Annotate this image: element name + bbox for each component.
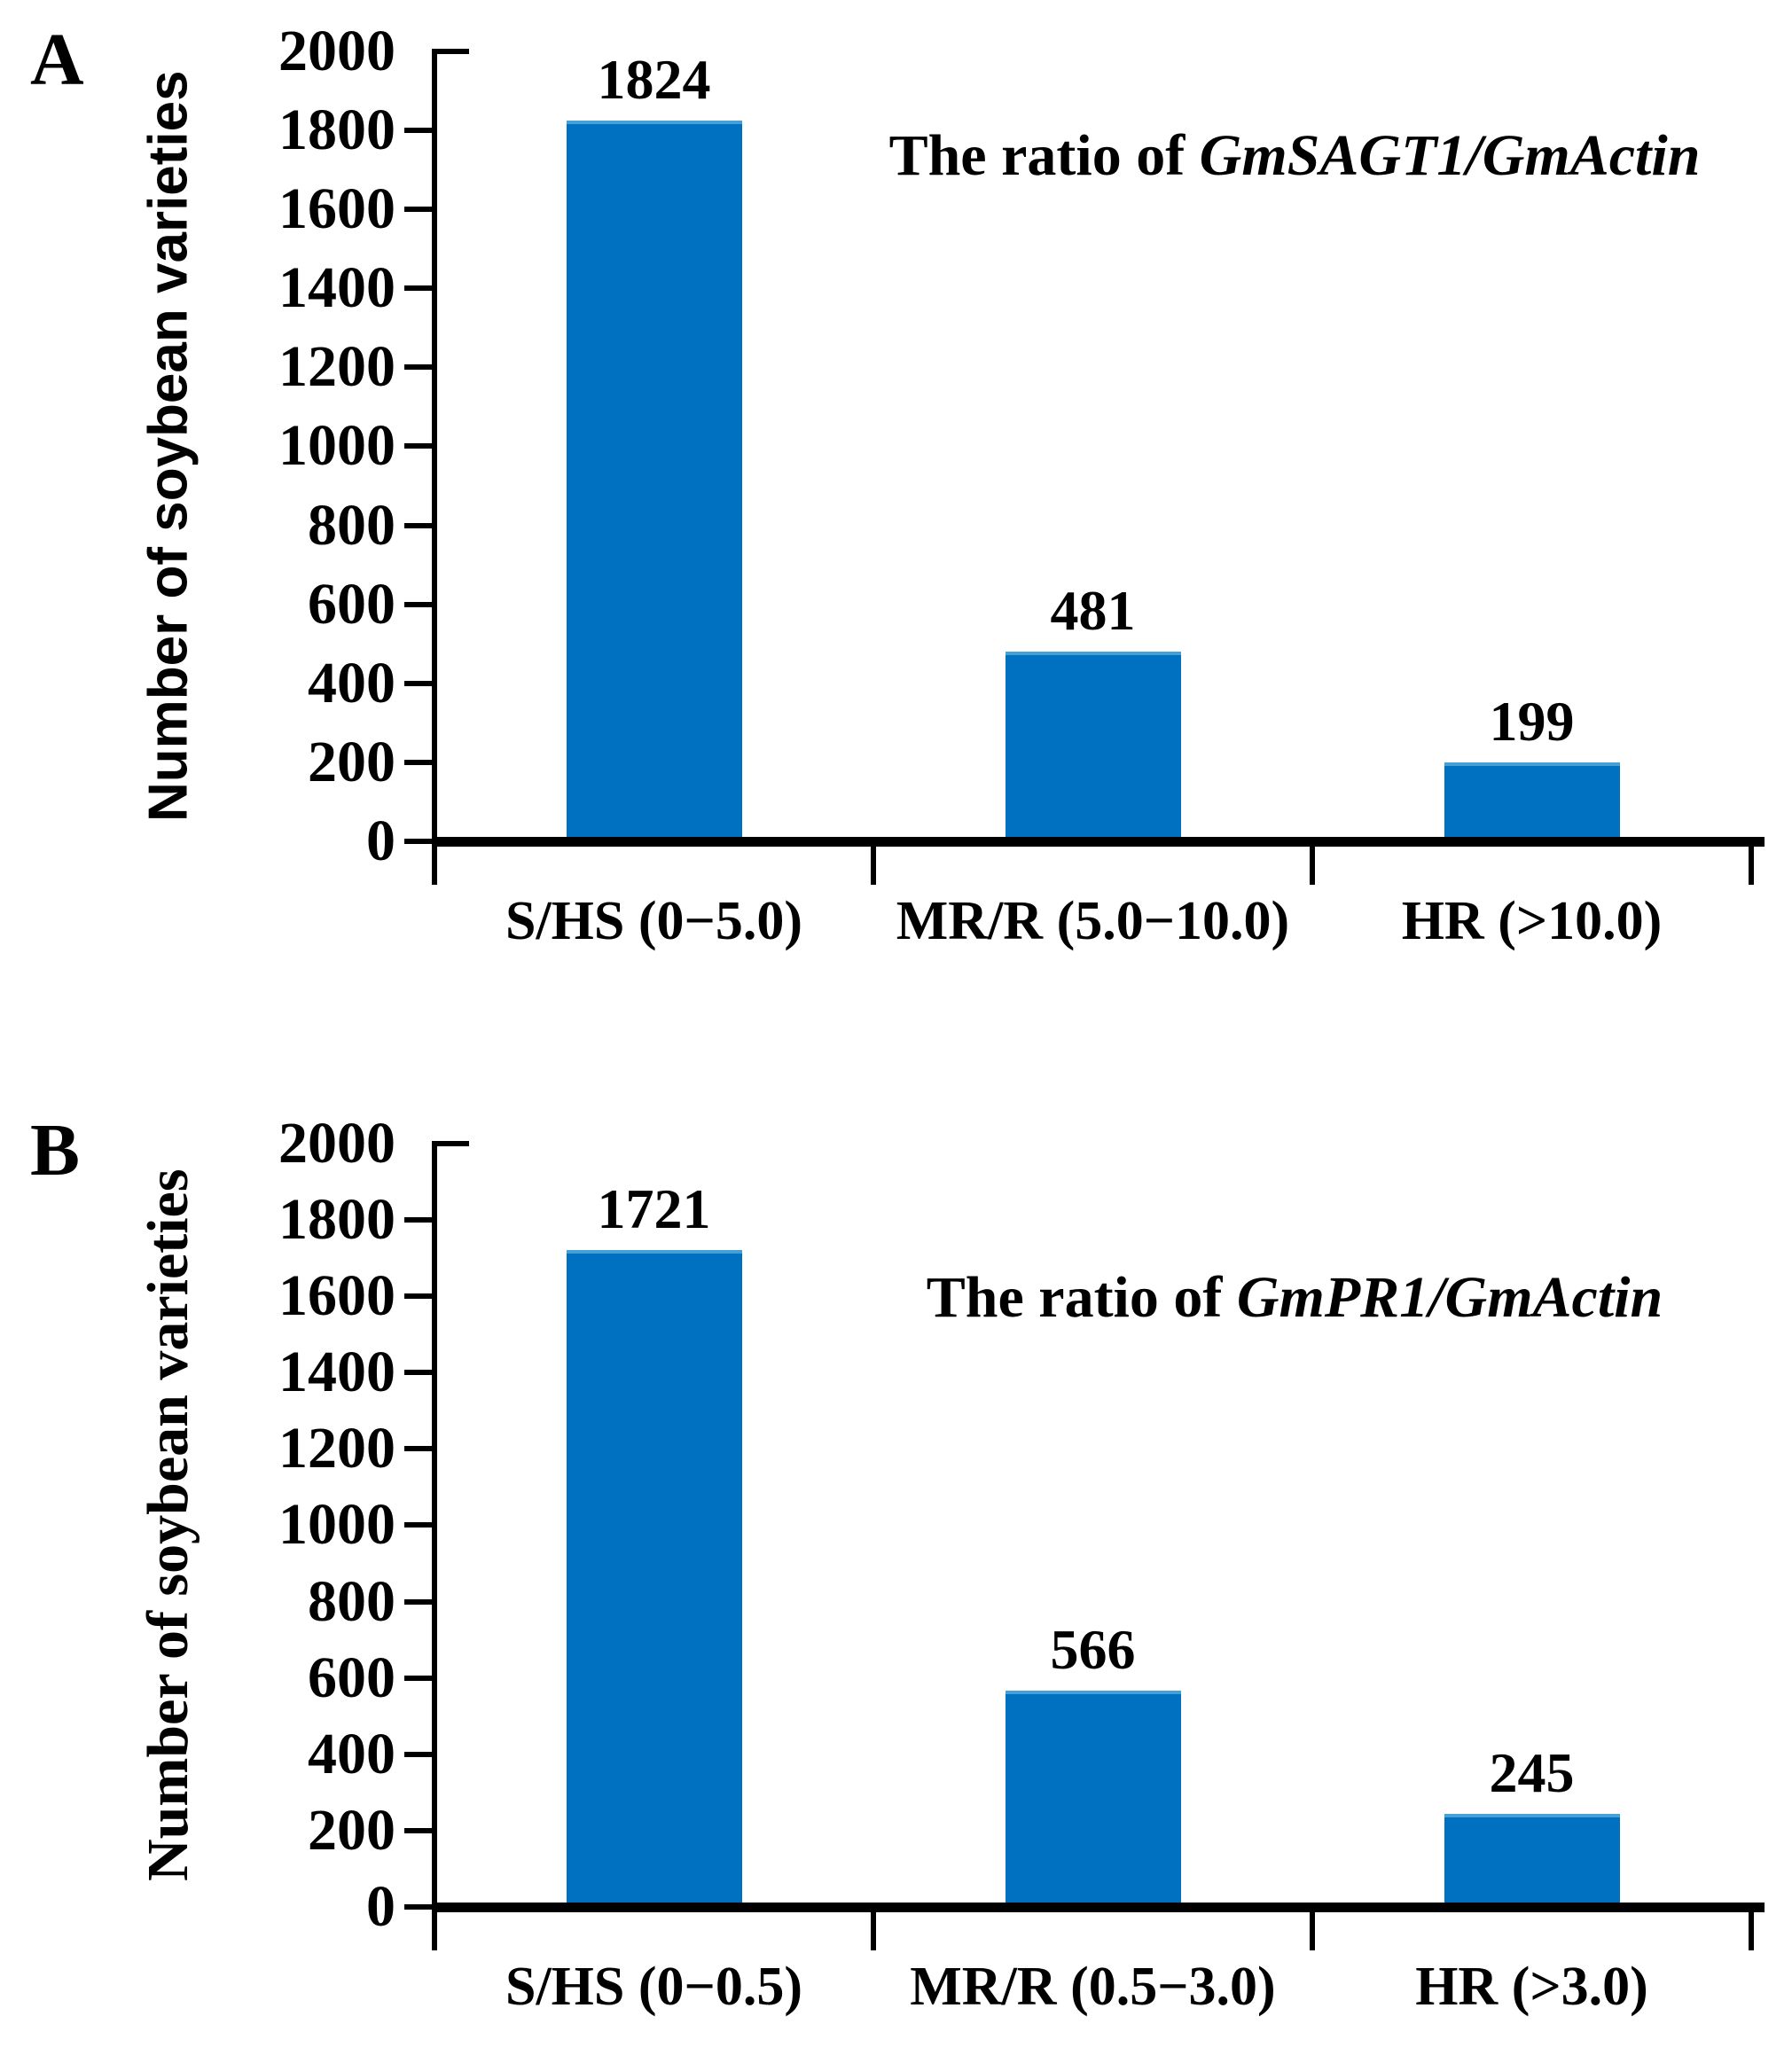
y-tick-mark	[404, 1217, 432, 1223]
y-tick-mark	[404, 1827, 432, 1833]
bar	[1444, 1813, 1620, 1907]
category-label: MR/R (0.5−3.0)	[910, 1957, 1276, 2017]
y-axis-line	[432, 49, 437, 848]
bar-group: 245	[1312, 1144, 1751, 1907]
bar	[1005, 651, 1181, 841]
y-tick-mark	[404, 1598, 432, 1605]
y-tick-label: 400	[308, 650, 395, 715]
y-tick-mark	[404, 1293, 432, 1300]
chart-title-prefix: The ratio of	[888, 123, 1200, 188]
y-tick-label: 1200	[278, 1416, 395, 1481]
x-axis-line	[432, 837, 1765, 847]
chart-title-prefix: The ratio of	[926, 1265, 1237, 1330]
bar-value-label: 1824	[597, 48, 711, 112]
y-tick-label: 1600	[278, 1263, 395, 1329]
category-label: HR (>3.0)	[1415, 1957, 1648, 2017]
y-axis-tick-labels: 2000 1800 1600 1400 1200 1000 800 600 400 200 0	[160, 22, 395, 871]
plot-area: 1824 481 199	[434, 51, 1751, 841]
bar-group: 566	[873, 1144, 1312, 1907]
y-tick-label: 600	[308, 571, 395, 637]
y-tick-mark	[404, 1751, 432, 1757]
y-tick-mark	[404, 1370, 432, 1376]
x-axis-tick	[871, 1911, 876, 1950]
y-tick-label: 400	[308, 1721, 395, 1786]
x-axis-tick	[1749, 1911, 1754, 1950]
y-tick-mark	[404, 128, 432, 134]
y-tick-mark	[404, 443, 432, 449]
x-axis-tick	[871, 846, 876, 885]
y-axis-line	[432, 1141, 437, 1913]
bar-group: 1824	[434, 51, 873, 841]
y-tick-label: 1000	[278, 413, 395, 479]
y-tick-label: 800	[308, 492, 395, 558]
y-tick-label: 200	[308, 729, 395, 794]
bar	[1444, 762, 1620, 841]
y-tick-label: 1000	[278, 1492, 395, 1558]
y-tick-label: 2000	[278, 1111, 395, 1176]
y-tick-label: 1400	[278, 255, 395, 321]
bar	[566, 1250, 742, 1907]
chart-title-gene: GmSAGT1/GmActin	[1199, 123, 1701, 188]
y-tick-label: 2000	[278, 19, 395, 83]
y-tick-label: 600	[308, 1645, 395, 1710]
bar-group: 1721	[434, 1144, 873, 1907]
chart-title: The ratio of GmPR1/GmActin	[816, 1265, 1773, 1331]
y-tick-mark	[404, 364, 432, 371]
category-label: S/HS (0−5.0)	[505, 891, 803, 951]
bar	[566, 121, 742, 841]
category-label: S/HS (0−0.5)	[505, 1957, 803, 2017]
y-axis-top-cap	[435, 49, 469, 54]
y-tick-mark	[404, 1522, 432, 1528]
y-tick-label: 1400	[278, 1340, 395, 1405]
y-tick-label: 1800	[278, 1187, 395, 1253]
y-tick-label: 800	[308, 1568, 395, 1634]
y-axis-top-cap	[435, 1141, 469, 1146]
y-tick-mark	[404, 680, 432, 686]
bar-value-label: 481	[1050, 578, 1136, 642]
y-tick-label: 1600	[278, 176, 395, 242]
y-tick-mark	[404, 1903, 432, 1910]
x-axis-line	[432, 1903, 1765, 1912]
y-tick-label: 0	[366, 808, 395, 873]
x-axis-category-labels: S/HS (0−5.0) MR/R (5.0−10.0) HR (>10.0)	[434, 890, 1751, 953]
x-axis-category-labels: S/HS (0−0.5) MR/R (0.5−3.0) HR (>3.0)	[434, 1956, 1751, 2019]
y-tick-mark	[404, 838, 432, 844]
y-axis-ticks	[404, 49, 432, 844]
y-tick-mark	[404, 1675, 432, 1681]
y-tick-mark	[404, 207, 432, 213]
y-tick-mark	[404, 759, 432, 765]
y-tick-label: 1200	[278, 334, 395, 400]
y-axis-ticks	[404, 1141, 432, 1910]
bar-group: 199	[1312, 51, 1751, 841]
y-tick-mark	[404, 1446, 432, 1452]
panel-letter: B	[30, 1109, 81, 1192]
bar-value-label: 245	[1489, 1740, 1575, 1804]
x-axis-tick	[1749, 846, 1754, 885]
y-tick-mark	[404, 285, 432, 292]
y-tick-label: 0	[366, 1873, 395, 1939]
bar-value-label: 566	[1050, 1618, 1136, 1682]
chart-title-gene: GmPR1/GmActin	[1236, 1265, 1663, 1330]
bar-group: 481	[873, 51, 1312, 841]
x-axis-tick	[432, 1911, 437, 1950]
y-axis-tick-labels: 2000 1800 1600 1400 1200 1000 800 600 400 200 0	[160, 1114, 395, 1936]
plot-area: 1721 566 245	[434, 1144, 1751, 1907]
x-axis-tick	[432, 846, 437, 885]
x-axis-tick	[1310, 1911, 1315, 1950]
x-axis-tick	[1310, 846, 1315, 885]
y-tick-mark	[404, 601, 432, 607]
chart-title: The ratio of GmSAGT1/GmActin	[816, 123, 1773, 189]
panel-letter: A	[30, 19, 84, 101]
bar	[1005, 1691, 1181, 1907]
category-label: MR/R (5.0−10.0)	[896, 891, 1290, 951]
y-tick-label: 1800	[278, 98, 395, 163]
bar-value-label: 1721	[597, 1177, 711, 1241]
y-tick-label: 200	[308, 1797, 395, 1863]
y-tick-mark	[404, 522, 432, 528]
category-label: HR (>10.0)	[1401, 891, 1663, 951]
bar-value-label: 199	[1489, 690, 1575, 754]
